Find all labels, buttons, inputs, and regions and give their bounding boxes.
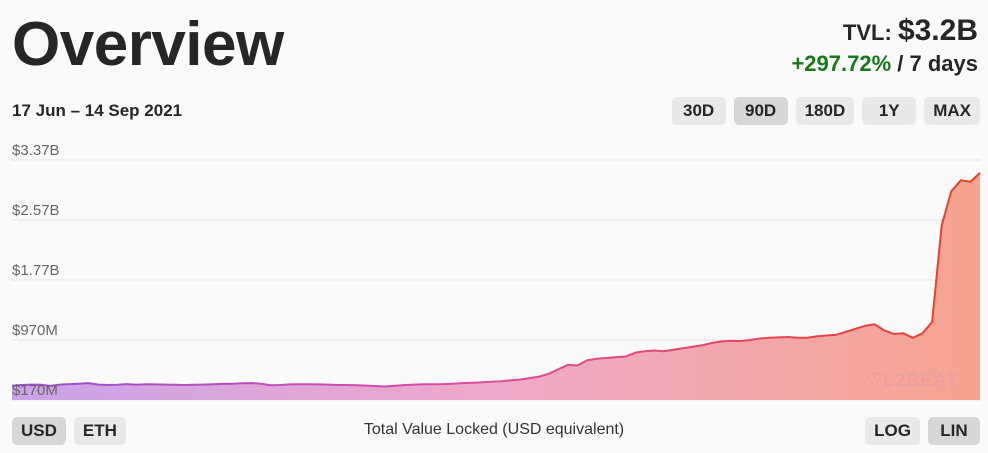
date-range: 17 Jun – 14 Sep 2021 [12,101,183,120]
tvl-value: $3.2B [897,14,978,47]
l2beat-watermark-logo: ♡L2BEAT [866,370,958,391]
watermark-text: L2BEAT [883,370,958,390]
currency-button-usd[interactable]: USD [12,417,66,445]
range-button-90d[interactable]: 90D [733,97,788,125]
tvl-change-percent: +297.72% [791,51,892,76]
tvl-line: TVL: $3.2B [791,14,978,50]
range-button-max[interactable]: MAX [924,97,980,125]
y-tick-label: $170M [12,382,58,399]
range-button-180d[interactable]: 180D [795,97,855,125]
tvl-area [12,172,980,400]
scale-selector: LOG LIN [865,417,980,445]
tvl-change-line: +297.72% / 7 days [791,50,978,78]
range-button-1y[interactable]: 1Y [862,97,917,125]
currency-selector: USD ETH [12,417,126,445]
y-tick-label: $1.77B [12,262,60,279]
time-range-selector: 30D 90D 180D 1Y MAX [671,97,980,125]
range-button-30d[interactable]: 30D [671,97,726,125]
y-tick-label: $970M [12,322,58,339]
tvl-chart: $170M $970M $1.77B $2.57B $3.37B [11,140,981,405]
tvl-summary: TVL: $3.2B +297.72% / 7 days [791,14,978,78]
scale-button-lin[interactable]: LIN [928,417,980,445]
y-tick-label: $3.37B [12,142,60,159]
y-tick-label: $2.57B [12,202,60,219]
scale-button-log[interactable]: LOG [865,417,920,445]
chart-caption: Total Value Locked (USD equivalent) [363,421,625,438]
tvl-label: TVL: [842,20,892,45]
heart-icon: ♡ [866,370,884,390]
page-title: Overview [12,10,284,79]
currency-button-eth[interactable]: ETH [73,417,126,445]
tvl-chart-svg: $170M $970M $1.77B $2.57B $3.37B [11,142,981,401]
tvl-line-series [11,172,981,388]
tvl-change-period: / 7 days [897,51,978,76]
